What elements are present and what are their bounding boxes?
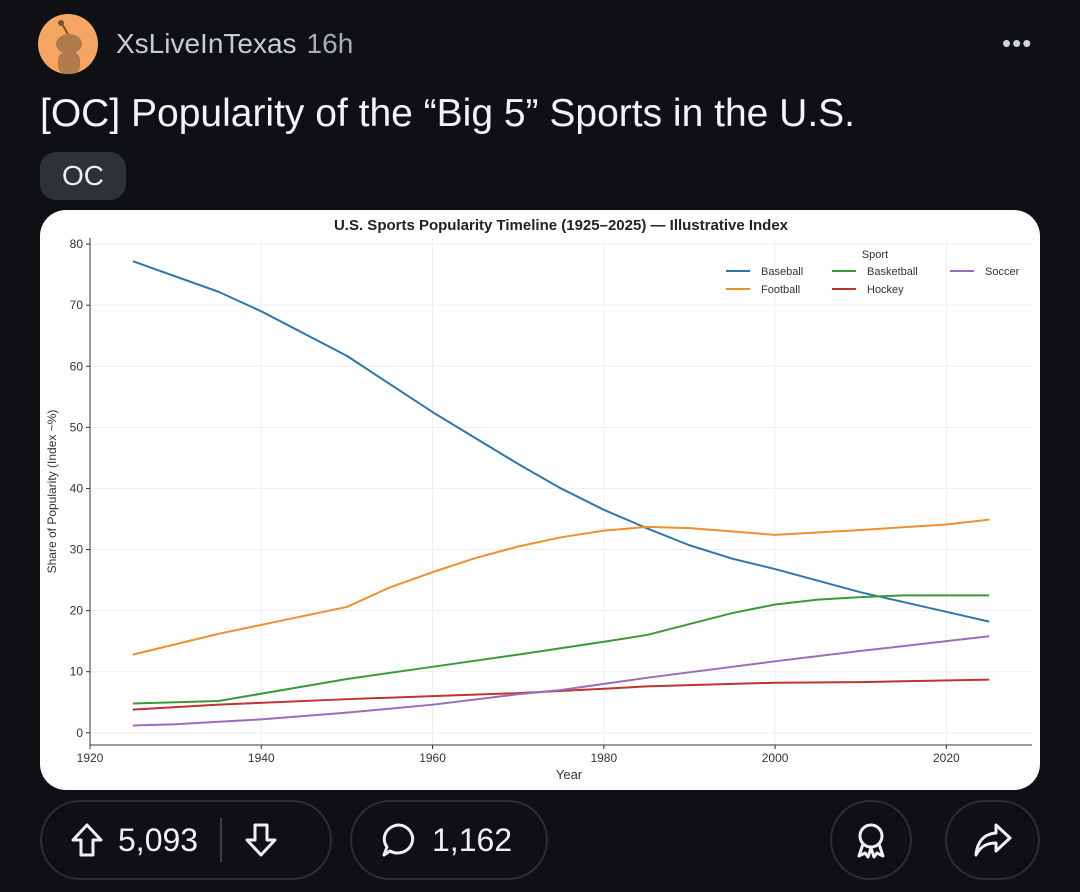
x-tick-label: 1960 [419,751,446,765]
post-title: [OC] Popularity of the “Big 5” Sports in… [40,92,856,135]
share-button[interactable] [945,800,1040,880]
comment-count: 1,162 [432,821,513,858]
y-tick-label: 30 [70,543,84,557]
legend-label: Football [761,284,800,296]
x-tick-label: 1980 [590,751,617,765]
avatar[interactable] [38,14,98,74]
x-tick-label: 2020 [933,751,960,765]
award-button[interactable] [830,800,912,880]
snoo-avatar-icon [56,20,82,74]
legend-label: Baseball [761,266,803,278]
downvote-icon[interactable] [244,822,278,858]
legend-label: Basketball [867,266,918,278]
post-time: 16h [306,28,354,59]
series-line-basketball [132,594,990,705]
legend-label: Soccer [985,266,1020,278]
x-tick-label: 2000 [762,751,789,765]
username[interactable]: XsLiveInTexas [116,28,297,59]
y-axis-label: Share of Popularity (Index ~%) [45,410,59,574]
share-icon [974,823,1011,857]
comment-icon [382,823,415,857]
y-tick-label: 60 [70,359,84,373]
legend-label: Hockey [867,284,904,296]
y-tick-label: 40 [70,481,84,495]
y-tick-label: 0 [76,726,83,740]
y-tick-label: 50 [70,420,84,434]
vote-bar: 5,093 [40,800,332,880]
upvote-icon[interactable] [70,822,104,858]
flair-badge[interactable]: OC [40,152,126,200]
legend-title: Sport [862,249,888,261]
y-tick-label: 20 [70,604,84,618]
x-tick-label: 1920 [77,751,104,765]
y-tick-label: 10 [70,665,84,679]
series-line-football [132,518,990,656]
chart-title: U.S. Sports Popularity Timeline (1925–20… [334,217,789,234]
series-line-soccer [132,635,990,727]
upvote-count: 5,093 [118,821,199,858]
y-tick-label: 70 [70,298,84,312]
comments-button[interactable]: 1,162 [350,800,548,880]
y-tick-label: 80 [70,237,84,251]
divider [220,818,223,862]
series-line-baseball [132,260,990,623]
award-icon [857,823,885,859]
more-options-button[interactable]: ••• [1002,28,1033,58]
x-tick-label: 1940 [248,751,275,765]
line-chart: 0 10 20 30 40 50 60 70 80 1920 1940 1960 1980 2000 202… [45,217,1032,782]
x-axis-label: Year [556,767,583,782]
chart-image[interactable]: 0 10 20 30 40 50 60 70 80 1920 1940 1960 1980 2000 202… [40,210,1040,790]
series-line-hockey [132,678,990,711]
